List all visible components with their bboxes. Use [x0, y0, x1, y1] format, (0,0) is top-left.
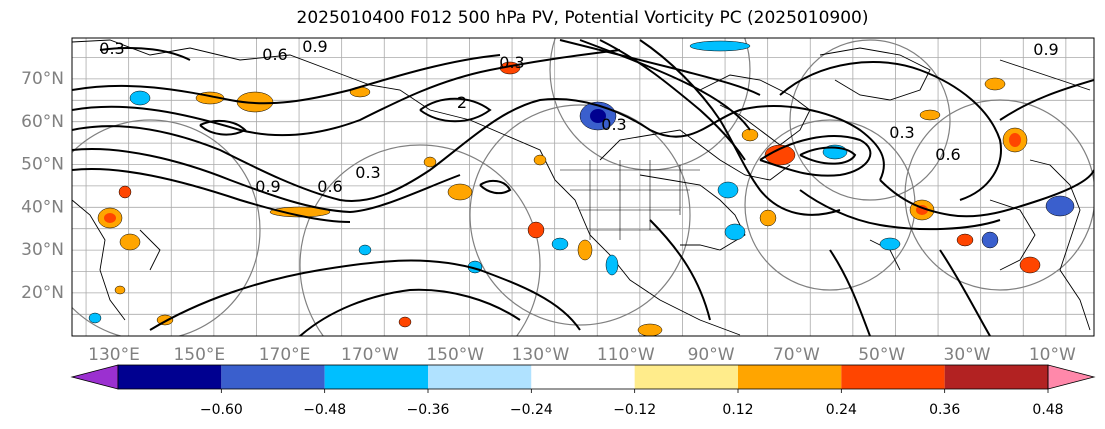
colorbar [70, 364, 1096, 390]
contour-label: 0.3 [355, 163, 380, 182]
contour-label: 0.9 [1033, 40, 1058, 59]
contour-label: 0.9 [302, 37, 327, 56]
contour-label: 0.3 [601, 115, 626, 134]
colorbar-tick-label: 0.48 [1032, 402, 1063, 418]
longitude-labels: 130°E 150°E 170°E 170°W 150°W 130°W 110°W 90°W 7… [88, 345, 1076, 365]
contour-label: 2 [457, 93, 467, 112]
lat-label: 70°N [21, 69, 64, 89]
colorbar-segment [531, 365, 635, 389]
lon-label: 170°E [259, 345, 311, 365]
colorbar-tick-label: −0.48 [303, 402, 346, 418]
colorbar-tick-label: −0.12 [613, 402, 656, 418]
range-rings [72, 38, 1094, 336]
lat-label: 20°N [21, 283, 64, 303]
colorbar-segment [634, 365, 738, 389]
contour-label: 0.3 [499, 53, 524, 72]
colorbar-segment [118, 365, 222, 389]
pv-contours [72, 39, 1094, 336]
colorbar-tick-label: −0.60 [200, 402, 243, 418]
lon-label: 170°W [341, 345, 399, 365]
lon-label: 30°W [944, 345, 991, 365]
lat-label: 60°N [21, 112, 64, 132]
colorbar-tick-label: 0.36 [929, 402, 960, 418]
colorbar-segment [944, 365, 1048, 389]
colorbar-tick-labels: −0.60 −0.48 −0.36 −0.24 −0.12 0.12 0.24 0.36 0.4… [200, 389, 1064, 418]
lon-label: 70°W [773, 345, 820, 365]
colorbar-tick-label: −0.36 [407, 402, 450, 418]
colorbar-tick-label: 0.12 [722, 402, 753, 418]
colorbar-segment [738, 365, 842, 389]
colorbar-tick-label: −0.24 [510, 402, 553, 418]
map-title: 2025010400 F012 500 hPa PV, Potential Vo… [296, 8, 869, 28]
contour-label: 0.6 [935, 145, 960, 164]
lon-label: 110°W [597, 345, 655, 365]
colorbar-extend-high [1047, 364, 1096, 390]
colorbar-segment [324, 365, 428, 389]
colorbar-tick-label: 0.24 [826, 402, 857, 418]
colorbar-segment [221, 365, 325, 389]
lon-label: 130°E [88, 345, 140, 365]
contour-label: 0.3 [99, 39, 124, 58]
lon-label: 90°W [688, 345, 735, 365]
lon-label: 10°W [1029, 345, 1076, 365]
contour-labels: 0.3 0.6 0.9 0.3 2 0.3 0.9 0.6 0.3 0.6 0.9 0.3 [99, 37, 1058, 196]
colorbar-segment [841, 365, 945, 389]
contour-label: 0.9 [255, 177, 280, 196]
colorbar-segment [428, 365, 532, 389]
graticule [72, 38, 1094, 336]
contour-label: 0.6 [262, 45, 287, 64]
lon-label: 150°W [426, 345, 484, 365]
lat-label: 30°N [21, 240, 64, 260]
lat-label: 50°N [21, 155, 64, 175]
state-borders [560, 160, 700, 240]
contour-label: 0.3 [889, 123, 914, 142]
lon-label: 130°W [512, 345, 570, 365]
colorbar-extend-low [70, 364, 119, 390]
contour-label: 0.6 [317, 177, 342, 196]
lon-label: 150°E [173, 345, 225, 365]
lon-label: 50°W [858, 345, 905, 365]
map-area: 0.3 0.6 0.9 0.3 2 0.3 0.9 0.6 0.3 0.6 0.9 0.3 [72, 37, 1094, 336]
lat-label: 40°N [21, 197, 64, 217]
latitude-labels: 70°N 60°N 50°N 40°N 30°N 20°N [21, 69, 64, 303]
